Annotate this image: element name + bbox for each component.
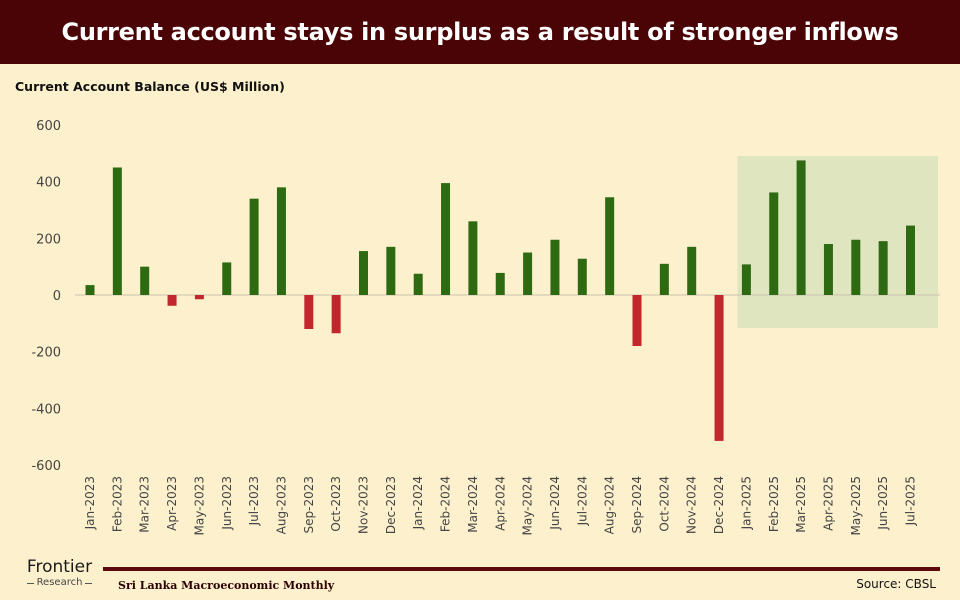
x-tick-label: Jun-2025 bbox=[876, 476, 890, 531]
x-tick-label: Apr-2024 bbox=[493, 476, 507, 531]
x-tick-label: Jun-2024 bbox=[548, 476, 562, 531]
title-banner: Current account stays in surplus as a re… bbox=[0, 0, 960, 64]
publication-name: Sri Lanka Macroeconomic Monthly bbox=[118, 579, 335, 592]
x-tick-label: Oct-2023 bbox=[329, 476, 343, 532]
logo-sub: Research bbox=[36, 577, 83, 588]
x-tick-label: Mar-2023 bbox=[138, 476, 152, 533]
x-tick-label: Nov-2023 bbox=[357, 476, 371, 534]
bar-apr-2024 bbox=[495, 272, 505, 295]
bar-dec-2023 bbox=[386, 246, 396, 295]
bar-nov-2023 bbox=[359, 251, 368, 295]
x-tick-label: Mar-2024 bbox=[466, 476, 480, 533]
y-tick-label: -600 bbox=[31, 459, 61, 474]
y-axis-title: Current Account Balance (US$ Million) bbox=[15, 79, 285, 94]
y-tick-label: -200 bbox=[31, 346, 61, 361]
bar-jan-2024 bbox=[413, 273, 423, 295]
bar-mar-2023 bbox=[140, 266, 150, 295]
chart-title: Current account stays in surplus as a re… bbox=[61, 18, 899, 46]
x-tick-label: Sep-2023 bbox=[302, 476, 316, 534]
bar-sep-2024 bbox=[632, 295, 642, 346]
bar-jul-2023 bbox=[249, 198, 259, 295]
bar-feb-2025 bbox=[769, 192, 779, 295]
x-tick-label: Jan-2023 bbox=[83, 476, 97, 530]
bar-dec-2024 bbox=[714, 295, 724, 441]
x-tick-label: May-2025 bbox=[849, 476, 863, 535]
x-tick-label: Mar-2025 bbox=[794, 476, 808, 533]
x-tick-label: Aug-2023 bbox=[274, 476, 288, 534]
x-tick-label: Jan-2025 bbox=[739, 476, 753, 530]
x-tick-label: Apr-2023 bbox=[165, 476, 179, 531]
bar-sep-2023 bbox=[304, 295, 314, 329]
bar-jun-2023 bbox=[222, 262, 232, 295]
frontier-research-logo: Frontier Research bbox=[22, 557, 97, 589]
x-tick-label: Jan-2024 bbox=[411, 476, 425, 530]
x-tick-label: Feb-2025 bbox=[767, 476, 781, 532]
x-tick-label: Apr-2025 bbox=[821, 476, 835, 531]
bar-jan-2023 bbox=[85, 285, 95, 295]
bar-may-2024 bbox=[523, 252, 533, 295]
x-tick-label: Nov-2024 bbox=[685, 476, 699, 534]
x-tick-label: Oct-2024 bbox=[657, 476, 671, 532]
bar-apr-2023 bbox=[167, 295, 177, 306]
bar-oct-2023 bbox=[331, 295, 341, 334]
x-tick-label: Feb-2023 bbox=[110, 476, 124, 532]
bar-may-2023 bbox=[194, 295, 204, 300]
x-tick-label: Jul-2025 bbox=[904, 476, 918, 526]
y-tick-label: 400 bbox=[36, 176, 61, 191]
bar-jul-2024 bbox=[577, 258, 587, 295]
x-tick-label: Dec-2024 bbox=[712, 476, 726, 534]
y-tick-label: 0 bbox=[53, 289, 61, 304]
x-tick-label: May-2023 bbox=[192, 476, 206, 535]
x-tick-label: Aug-2024 bbox=[603, 476, 617, 534]
bar-feb-2024 bbox=[441, 183, 451, 295]
bar-nov-2024 bbox=[687, 246, 697, 295]
bar-jul-2025 bbox=[906, 225, 915, 295]
bar-apr-2025 bbox=[823, 244, 833, 295]
bar-aug-2023 bbox=[276, 187, 286, 295]
x-tick-label: Sep-2024 bbox=[630, 476, 644, 534]
x-tick-label: Feb-2024 bbox=[439, 476, 453, 532]
bar-may-2025 bbox=[851, 239, 861, 295]
x-tick-label: Dec-2023 bbox=[384, 476, 398, 534]
bar-mar-2024 bbox=[468, 221, 478, 295]
bar-aug-2024 bbox=[605, 197, 615, 295]
y-tick-label: -400 bbox=[31, 402, 61, 417]
bar-jun-2024 bbox=[550, 239, 560, 295]
bar-oct-2024 bbox=[659, 263, 669, 295]
x-tick-label: Jul-2024 bbox=[575, 476, 589, 526]
y-tick-label: 200 bbox=[36, 232, 61, 247]
footer-divider bbox=[103, 567, 940, 571]
logo-brand: Frontier bbox=[26, 557, 93, 577]
y-tick-label: 600 bbox=[36, 119, 61, 134]
bar-jun-2025 bbox=[878, 241, 888, 295]
x-tick-label: Jun-2023 bbox=[220, 476, 234, 531]
x-tick-label: May-2024 bbox=[521, 476, 535, 535]
x-tick-label: Jul-2023 bbox=[247, 476, 261, 526]
source-note: Source: CBSL bbox=[856, 577, 936, 591]
bar-mar-2025 bbox=[796, 160, 806, 295]
bar-jan-2025 bbox=[741, 264, 751, 295]
bar-feb-2023 bbox=[112, 167, 122, 295]
